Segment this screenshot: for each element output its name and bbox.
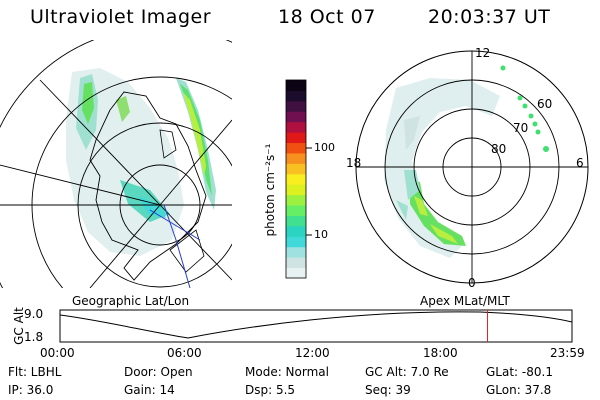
- colorbar-stop: [286, 90, 306, 102]
- mlat-label-60: 60: [537, 97, 553, 111]
- timeline-ytick-max: 9.0: [24, 307, 44, 321]
- mlt-label-6: 6: [576, 156, 584, 170]
- colorbar-stop: [286, 215, 306, 227]
- gain-status: Gain: 14: [124, 383, 175, 397]
- timeline-xtick: 06:00: [167, 346, 202, 360]
- geographic-map-label: Geographic Lat/Lon: [72, 294, 190, 308]
- continent-outline: [89, 91, 207, 281]
- colorbar: [285, 79, 312, 279]
- colorbar-stop: [286, 184, 306, 196]
- mlt-label-12: 12: [475, 46, 491, 60]
- colorbar-stop: [286, 111, 306, 123]
- mlat-label-80: 80: [491, 142, 507, 156]
- colorbar-tick-10: 10: [314, 228, 328, 241]
- colorbar-stop: [286, 152, 306, 164]
- colorbar-stop: [286, 205, 306, 216]
- colorbar-unit: photon cm⁻²s⁻¹: [263, 143, 277, 237]
- colorbar-stop: [286, 132, 306, 144]
- timeline-ytick-min: 1.8: [24, 330, 44, 344]
- glon-status: GLon: 37.8: [486, 383, 552, 397]
- mode-status: Mode: Normal: [245, 365, 329, 379]
- timeline-xtick: 12:00: [295, 346, 330, 360]
- colorbar-stop: [286, 121, 306, 133]
- colorbar-stop: [286, 163, 306, 175]
- aurora-emission-magnetic: [500, 65, 549, 152]
- colorbar-stop: [286, 142, 306, 154]
- filter-status: Flt: LBHL: [8, 365, 62, 379]
- dsp-status: Dsp: 5.5: [245, 383, 296, 397]
- altitude-timeline: [59, 309, 573, 343]
- colorbar-stop: [286, 267, 306, 279]
- mlt-label-18: 18: [346, 156, 362, 170]
- timeline-xtick: 00:00: [40, 346, 75, 360]
- timeline-xtick: 23:59: [550, 346, 585, 360]
- mlt-label-0: 0: [468, 276, 476, 290]
- colorbar-stop: [286, 257, 306, 269]
- glat-status: GLat: -80.1: [486, 365, 553, 379]
- magnetic-polar-map: [355, 50, 589, 284]
- timeline-xtick: 18:00: [423, 346, 458, 360]
- colorbar-stop: [286, 236, 306, 248]
- observation-date: 18 Oct 07: [278, 6, 376, 28]
- colorbar-stop: [286, 173, 306, 185]
- door-status: Door: Open: [124, 365, 193, 379]
- magnetic-map-label: Apex MLat/MLT: [420, 294, 510, 308]
- colorbar-stop: [286, 80, 306, 91]
- colorbar-stop: [286, 225, 306, 237]
- mlat-label-70: 70: [513, 121, 529, 135]
- meridians: [0, 79, 232, 288]
- colorbar-stop: [286, 246, 306, 258]
- gc-alt-status: GC Alt: 7.0 Re: [365, 365, 449, 379]
- instrument-title: Ultraviolet Imager: [30, 6, 212, 28]
- observation-time: 20:03:37 UT: [428, 6, 551, 28]
- colorbar-tick-100: 100: [314, 141, 335, 154]
- colorbar-stop: [286, 194, 306, 206]
- colorbar-stop: [286, 100, 306, 112]
- ip-status: IP: 36.0: [8, 383, 54, 397]
- seq-status: Seq: 39: [365, 383, 411, 397]
